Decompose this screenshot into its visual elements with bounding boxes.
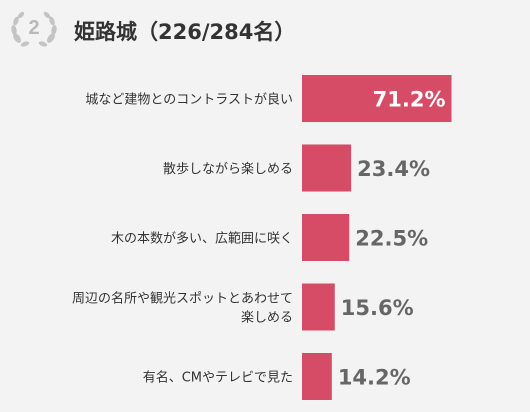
category-label: 有名、CMやテレビで見た [143, 370, 293, 386]
rank-number: 2 [28, 17, 40, 39]
category-label: 楽しめる [241, 310, 293, 326]
data-label: 22.5% [355, 227, 428, 251]
category-label: 周辺の名所や観光スポットとあわせて [72, 291, 293, 307]
bar [302, 283, 335, 331]
chart-title: 姫路城（226/284名） [74, 20, 296, 44]
bar [302, 353, 332, 400]
bar [302, 144, 352, 192]
chart-header: 2 姫路城（226/284名） [8, 8, 508, 52]
category-label: 城など建物とのコントラストが良い [85, 92, 293, 108]
bar [302, 75, 452, 122]
data-label: 71.2% [373, 88, 446, 112]
data-label: 14.2% [338, 366, 411, 390]
category-label: 木の本数が多い、広範囲に咲く [111, 231, 293, 247]
data-label: 15.6% [341, 296, 414, 320]
data-label: 23.4% [357, 157, 430, 181]
rank-laurel-icon: 2 [8, 8, 58, 52]
bar [302, 214, 350, 261]
category-label: 散歩しながら楽しめる [163, 161, 293, 177]
